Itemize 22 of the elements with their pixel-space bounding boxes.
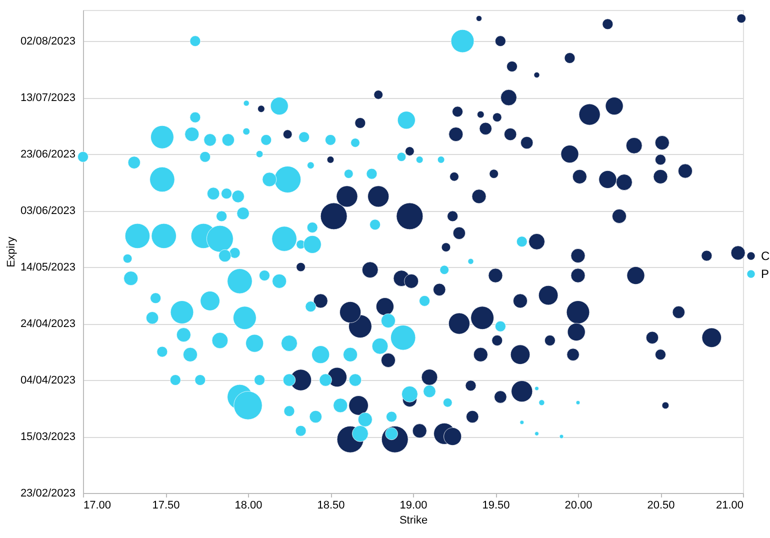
- x-tick-label: 20.50: [647, 500, 675, 512]
- y-tick-label: 03/06/2023: [20, 205, 76, 218]
- x-tick-label: 19.50: [482, 500, 510, 512]
- x-tick-label: 19.00: [400, 500, 428, 512]
- x-tick-label: 18.50: [317, 500, 345, 512]
- x-axis-title: Strike: [399, 514, 428, 526]
- y-tick-label: 13/07/2023: [20, 92, 76, 104]
- y-tick-label: 23/06/2023: [20, 148, 76, 161]
- x-tick-label: 20.00: [564, 500, 592, 512]
- x-tick-label: 21.00: [716, 500, 744, 512]
- x-tick-label: 18.00: [234, 500, 262, 512]
- x-tick-label: 17.50: [152, 500, 180, 512]
- y-tick-label: 15/03/2023: [20, 431, 76, 444]
- y-tick-label: 02/08/2023: [20, 36, 76, 48]
- legend-label: C: [761, 249, 770, 263]
- y-axis-title: Expiry: [5, 236, 18, 268]
- legend-label: P: [761, 267, 770, 281]
- x-tick-label: 17.00: [84, 500, 112, 512]
- y-tick-label: 14/05/2023: [20, 262, 76, 274]
- y-tick-label: 04/04/2023: [20, 374, 76, 387]
- y-tick-label: 24/04/2023: [20, 318, 76, 330]
- y-tick-label: 23/02/2023: [20, 488, 76, 500]
